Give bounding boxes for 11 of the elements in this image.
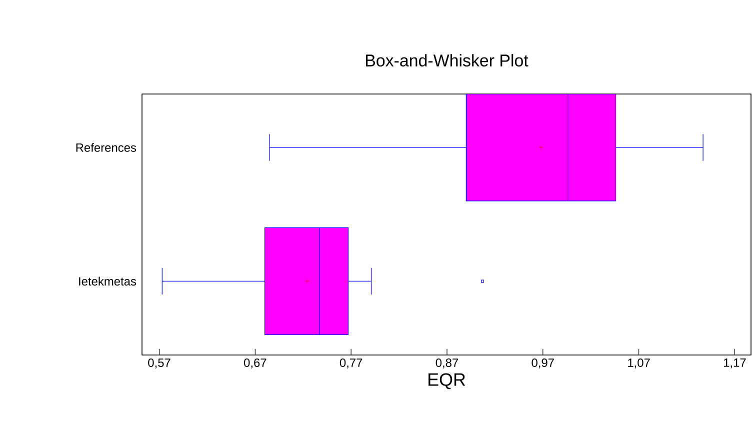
chart-title: Box-and-Whisker Plot bbox=[366, 54, 528, 67]
y-tick-label: Ietekmetas bbox=[79, 276, 136, 286]
x-tick-label: 0,87 bbox=[436, 358, 458, 368]
x-tick-label: 1,17 bbox=[724, 358, 746, 368]
x-tick-label: 0,97 bbox=[532, 358, 554, 368]
x-tick-label: 0,57 bbox=[148, 358, 170, 368]
x-tick-label: 0,67 bbox=[244, 358, 266, 368]
y-tick-label: References bbox=[76, 143, 136, 152]
x-axis-title: EQR bbox=[428, 373, 466, 390]
x-tick-label: 1,07 bbox=[628, 358, 650, 368]
x-tick-label: 0,77 bbox=[340, 358, 362, 368]
